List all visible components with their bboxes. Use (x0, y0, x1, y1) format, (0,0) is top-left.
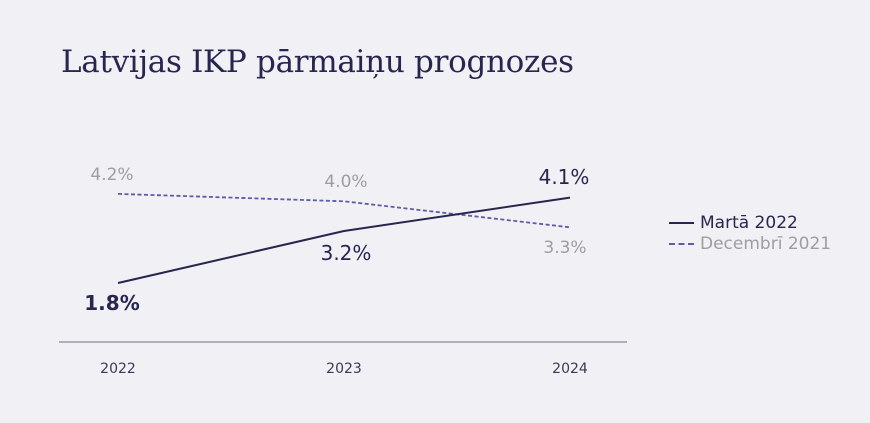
legend-item: Martā 2022 (669, 212, 831, 233)
legend-swatch-dashed (669, 242, 694, 245)
legend-label: Decembrī 2021 (700, 233, 832, 254)
x-tick-label: 2023 (326, 361, 362, 377)
series-line-marts-2022 (117, 196, 571, 284)
legend-item: Decembrī 2021 (669, 233, 831, 254)
data-label-marts-2022: 4.1% (539, 165, 590, 189)
x-tick-label: 2024 (552, 361, 588, 377)
data-label-decembris-2021: 4.0% (324, 172, 367, 192)
x-tick-label: 2022 (100, 361, 136, 377)
data-label-marts-2022: 1.8% (84, 291, 139, 315)
data-label-decembris-2021: 4.2% (90, 165, 133, 185)
chart-title: Latvijas IKP pārmaiņu prognozes (61, 44, 574, 80)
chart-legend: Martā 2022 Decembrī 2021 (669, 212, 831, 254)
legend-swatch-solid (669, 221, 694, 224)
data-label-decembris-2021: 3.3% (543, 238, 586, 258)
series-line-decembris-2021 (117, 193, 571, 229)
legend-label: Martā 2022 (700, 212, 798, 233)
data-label-marts-2022: 3.2% (321, 241, 372, 265)
